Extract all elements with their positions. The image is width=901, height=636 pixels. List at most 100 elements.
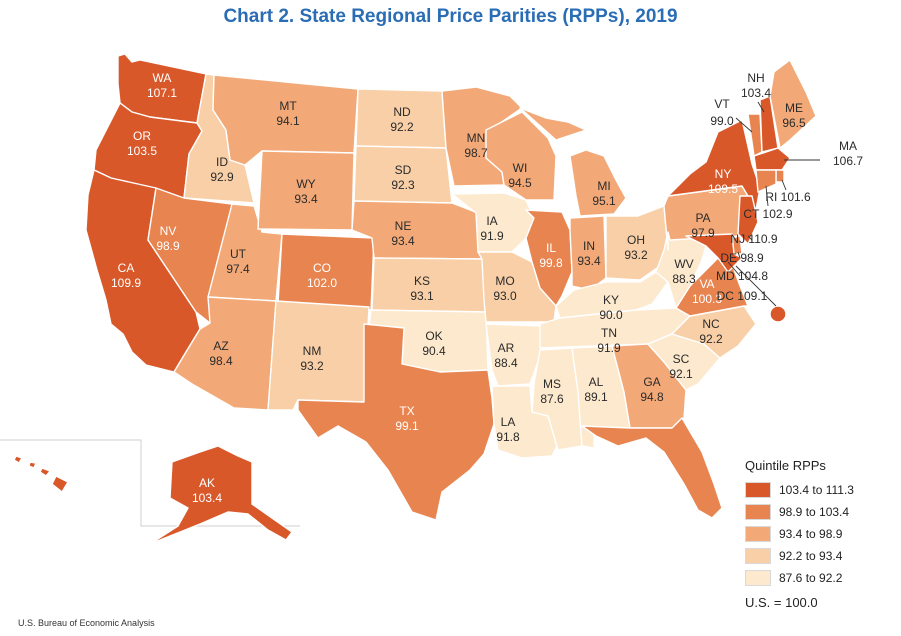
state-value: 88.3 [672,272,696,286]
state-label: FL [653,455,667,469]
state-label: VT [714,97,730,111]
callout-line [757,101,765,113]
state-label: WI [513,161,528,175]
state-label: PA [695,211,710,225]
state-value: 103.4 [741,86,771,100]
state-value: 93.4 [577,254,601,268]
state-dc [769,305,787,323]
state-value: 93.0 [493,289,517,303]
state-label: NJ 110.9 [730,232,777,246]
state-value: 93.4 [294,192,318,206]
legend-swatch [745,526,771,542]
state-label: ME [785,101,803,115]
callout-line [727,261,741,277]
state-ma [753,147,791,171]
state-value: 92.3 [391,178,415,192]
state-value: 99.1 [395,419,419,433]
state-value: 99.0 [710,114,734,128]
state-value: 99.8 [539,256,563,270]
state-value: 90.0 [599,308,623,322]
state-label: IA [486,214,497,228]
state-value: 93.4 [391,234,415,248]
state-value: 98.4 [209,354,233,368]
state-label: DC 109.1 [717,289,768,303]
state-value: 93.2 [300,359,324,373]
state-label: ID [216,155,228,169]
state-value: 103.4 [192,491,222,505]
state-ri [775,169,785,183]
state-value: 99.9 [648,470,672,484]
state-label: MD 104.8 [716,269,768,283]
legend-item: 92.2 to 93.4 [745,545,895,567]
state-va [675,257,749,317]
state-value: 88.4 [494,356,518,370]
state-in [569,215,607,291]
state-value: 94.8 [640,390,664,404]
state-value: 109.9 [111,276,141,290]
state-label: OH [627,233,645,247]
state-label: CA [118,261,135,275]
state-value: 107.1 [147,86,177,100]
state-label: MO [495,274,514,288]
state-vt [747,113,763,157]
state-label: IN [583,239,595,253]
state-tx [297,323,495,521]
state-label: AR [498,341,515,355]
state-value: 97.9 [691,226,715,240]
state-value: 93.2 [624,248,648,262]
state-value: 111.3 [25,504,54,518]
state-label: LA [501,415,516,429]
callout-line [747,235,753,241]
legend-label: 92.2 to 93.4 [779,549,843,563]
callout-line [735,265,777,307]
state-label: TN [601,326,617,340]
state-label: WY [296,177,315,191]
chart-title: Chart 2. State Regional Price Parities (… [223,6,678,27]
legend-item: 103.4 to 111.3 [745,479,895,501]
state-value: 93.1 [410,289,434,303]
state-value: 94.1 [276,114,300,128]
legend-label: 93.4 to 98.9 [779,527,843,541]
state-value: 102.0 [307,276,337,290]
state-wi [485,111,557,201]
state-label: GA [643,375,660,389]
legend-title: Quintile RPPs [745,458,826,473]
state-label: DE 98.9 [720,251,764,265]
source-note: U.S. Bureau of Economic Analysis [18,618,155,628]
state-label: SD [395,163,412,177]
state-label: CO [313,261,331,275]
state-label: WA [153,71,172,85]
state-label: NY [715,167,732,181]
state-value: 89.1 [584,390,608,404]
state-label: IL [546,241,556,255]
state-value: 92.2 [390,120,414,134]
state-value: 100.3 [692,292,722,306]
state-value: 94.5 [508,176,532,190]
legend-label: 103.4 to 111.3 [779,483,854,497]
state-label: MS [543,377,561,391]
state-nc [647,305,757,359]
state-label: NH [747,71,764,85]
state-label: NV [160,224,177,238]
callout-line [737,251,741,259]
state-label: VA [699,277,714,291]
legend-swatch [745,570,771,586]
state-value: 98.7 [464,146,488,160]
callout-line [781,179,787,191]
state-label: AL [589,375,604,389]
state-ct [755,169,777,193]
state-value: 92.1 [669,367,693,381]
state-label: NE [395,219,412,233]
state-label: MA [839,139,857,153]
state-hi [13,455,69,493]
legend-item: 98.9 to 103.4 [745,501,895,523]
state-nj [737,195,759,245]
state-value: 95.1 [592,194,616,208]
legend-swatch [745,482,771,498]
state-label: MT [279,99,297,113]
legend-label: 87.6 to 92.2 [779,571,843,585]
state-value: 92.2 [699,332,723,346]
state-value: 91.9 [597,341,621,355]
legend-swatch [745,548,771,564]
